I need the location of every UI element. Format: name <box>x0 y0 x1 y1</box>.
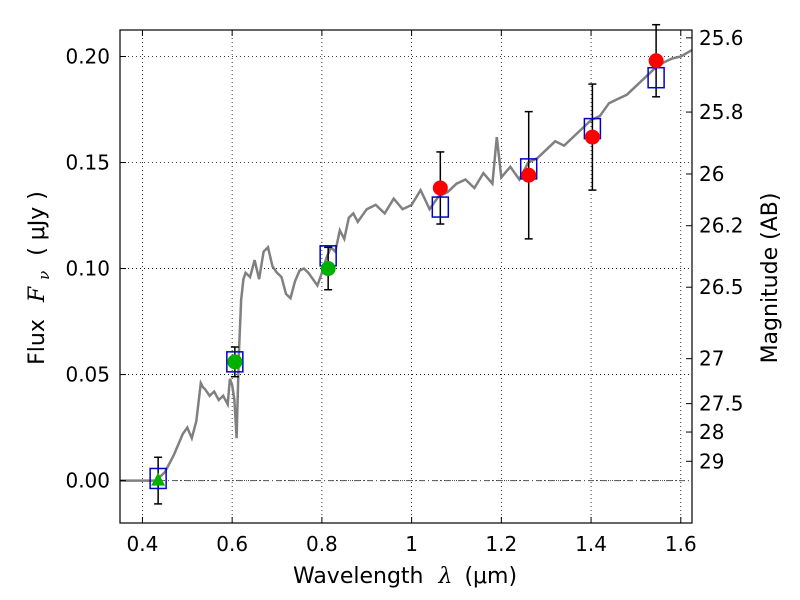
x-tick-label: 1.4 <box>575 532 607 556</box>
x-axis-label-prefix: Wavelength <box>293 564 424 589</box>
x-tick-label: 1 <box>405 532 418 556</box>
data-point-layer <box>151 53 664 486</box>
x-axis-label: Wavelength λ (μm) <box>293 564 517 589</box>
green-triangle-point <box>151 472 166 486</box>
x-tick-label: 1.2 <box>485 532 517 556</box>
tick-layer: 0.4 0.6 0.8 1 1.2 1.4 1.6 0.00 0.05 0.10 0.15 0.20 2… <box>65 26 743 556</box>
red-data-point <box>432 180 448 196</box>
spectrum-line <box>120 49 693 482</box>
y-tick-label: 0.05 <box>65 363 110 387</box>
y-axis-label-prefix: Flux <box>25 319 50 365</box>
y-tick-label: 0.10 <box>65 257 110 281</box>
y2-tick-label: 28 <box>699 420 724 444</box>
grid-layer <box>120 30 692 523</box>
y2-tick-label: 26.5 <box>699 275 744 299</box>
errorbar-layer <box>154 23 661 505</box>
y2-tick-label: 27 <box>699 347 724 371</box>
model-box-layer <box>149 66 665 490</box>
y-axis-label: Flux F ν ( μJy ) <box>25 191 55 365</box>
y2-tick-label: 26.2 <box>699 214 744 238</box>
green-data-point <box>320 261 336 277</box>
x-tick-label: 1.6 <box>665 532 697 556</box>
y-axis-label-unit: ( μJy ) <box>25 191 50 256</box>
x-tick-label: 0.8 <box>306 532 338 556</box>
secondary-y-axis-label: Magnitude (AB) <box>758 193 783 364</box>
y2-tick-label: 25.6 <box>699 26 744 50</box>
red-data-point <box>584 129 600 145</box>
x-axis-label-var: λ <box>437 564 452 589</box>
y-tick-label: 0.20 <box>65 45 110 69</box>
y-tick-label: 0.00 <box>65 469 110 493</box>
y2-tick-label: 27.5 <box>699 392 744 416</box>
plot-frame <box>119 29 693 524</box>
y2-tick-label: 26 <box>699 162 724 186</box>
y-axis-label-sub: ν <box>35 271 53 280</box>
x-tick-label: 0.4 <box>127 532 159 556</box>
model-flux-box <box>431 196 450 218</box>
model-flux-box <box>226 351 244 373</box>
green-data-point <box>227 354 243 370</box>
x-axis-label-unit: (μm) <box>464 564 517 589</box>
y2-tick-label: 25.8 <box>699 100 744 124</box>
y-tick-label: 0.15 <box>65 151 110 175</box>
red-data-point <box>648 53 664 69</box>
x-tick-label: 0.6 <box>216 532 248 556</box>
model-flux-box <box>149 467 167 490</box>
red-data-point <box>521 167 537 183</box>
y-axis-label-var: F <box>25 286 50 303</box>
y2-tick-label: 29 <box>699 449 724 473</box>
